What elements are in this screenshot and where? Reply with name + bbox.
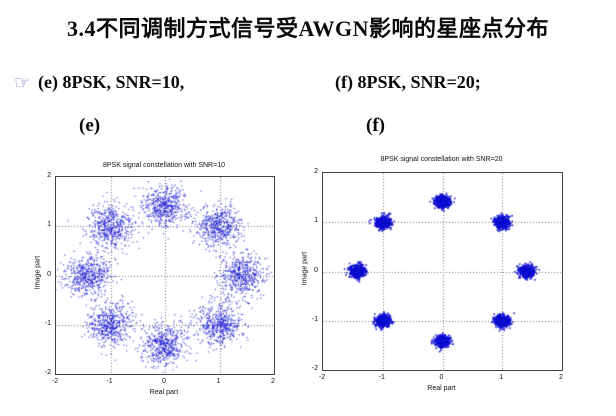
y-tick-label: 0 <box>47 270 51 278</box>
x-axis-label: Real part <box>149 389 179 396</box>
chart-8psk-snr20: 8PSK signal constellation with SNR=20 Im… <box>296 148 590 404</box>
x-tick-label: 0 <box>439 374 444 381</box>
x-tick-label: -1 <box>378 374 385 381</box>
y-tick-label: 1 <box>314 217 318 225</box>
y-tick-label: -2 <box>311 365 318 372</box>
y-tick-label: 1 <box>47 221 51 229</box>
bullet-row: ☞ (e) 8PSK, SNR=10, <box>14 72 184 95</box>
plot-area <box>322 172 563 371</box>
subfigure-label-e: (e) <box>79 115 101 136</box>
y-tick-label: 0 <box>314 266 318 274</box>
caption-e: (e) 8PSK, SNR=10, <box>38 72 185 92</box>
chart-8psk-snr10: 8PSK signal constellation with SNR=10 Im… <box>30 152 288 408</box>
x-tick-label: 1 <box>499 374 504 381</box>
y-tick-label: 2 <box>47 172 51 179</box>
x-tick-label: 2 <box>559 374 563 381</box>
plot-title: 8PSK signal constellation with SNR=10 <box>103 162 225 169</box>
x-axis-label: Real part <box>427 385 456 392</box>
x-tick-label: -2 <box>51 378 59 385</box>
y-tick-label: -1 <box>311 315 318 323</box>
scatter-canvas <box>323 173 562 370</box>
plot-title: 8PSK signal constellation with SNR=20 <box>380 156 503 163</box>
plot-area <box>55 176 275 375</box>
subfigure-label-f: (f) <box>366 115 385 136</box>
caption-f: (f) 8PSK, SNR=20; <box>335 72 481 92</box>
x-tick-label: 1 <box>216 378 221 385</box>
pointing-hand-icon: ☞ <box>14 73 32 94</box>
x-tick-label: 0 <box>162 378 166 385</box>
y-tick-label: -2 <box>44 369 51 376</box>
y-tick-label: 2 <box>314 168 318 175</box>
slide-title: 3.4不同调制方式信号受AWGN影响的星座点分布 <box>67 16 549 41</box>
x-tick-label: -1 <box>106 378 113 385</box>
scatter-canvas <box>56 177 274 374</box>
y-tick-label: -1 <box>44 319 51 327</box>
x-tick-label: 2 <box>271 378 275 385</box>
x-tick-label: -2 <box>318 374 326 381</box>
